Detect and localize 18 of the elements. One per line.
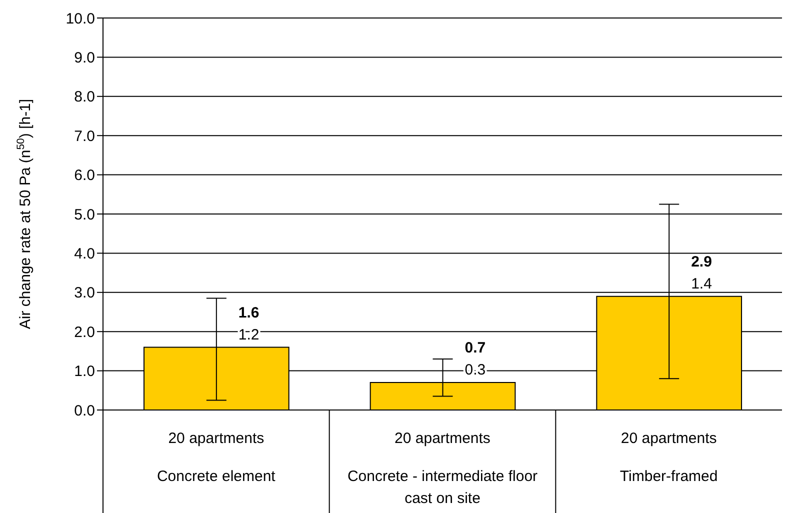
y-tick-label: 10.0 bbox=[66, 10, 95, 28]
y-tick-label: 6.0 bbox=[74, 167, 95, 184]
category-label: 20 apartments Timber-framed bbox=[620, 430, 718, 485]
data-label: 1.6 bbox=[238, 304, 260, 322]
y-tick-label: 8.0 bbox=[74, 88, 95, 106]
category-label: 20 apartments Concrete - intermediate floor cast on site bbox=[347, 430, 538, 507]
y-tick-label: 5.0 bbox=[74, 206, 95, 224]
y-tick-label: 4.0 bbox=[74, 246, 95, 263]
data-label: 0.7 bbox=[464, 340, 486, 357]
y-tick-label: 7.0 bbox=[74, 128, 95, 145]
y-tick-label: 9.0 bbox=[74, 50, 95, 67]
annotation: 1.4 bbox=[691, 275, 712, 292]
y-tick-label: 0.0 bbox=[74, 402, 95, 420]
category-label: 20 apartments Concrete element bbox=[156, 430, 276, 485]
y-tick-label: 2.0 bbox=[74, 324, 95, 341]
y-tick-label: 3.0 bbox=[74, 284, 95, 302]
data-label: 2.9 bbox=[691, 253, 712, 270]
y-tick-label: 1.0 bbox=[74, 363, 95, 380]
